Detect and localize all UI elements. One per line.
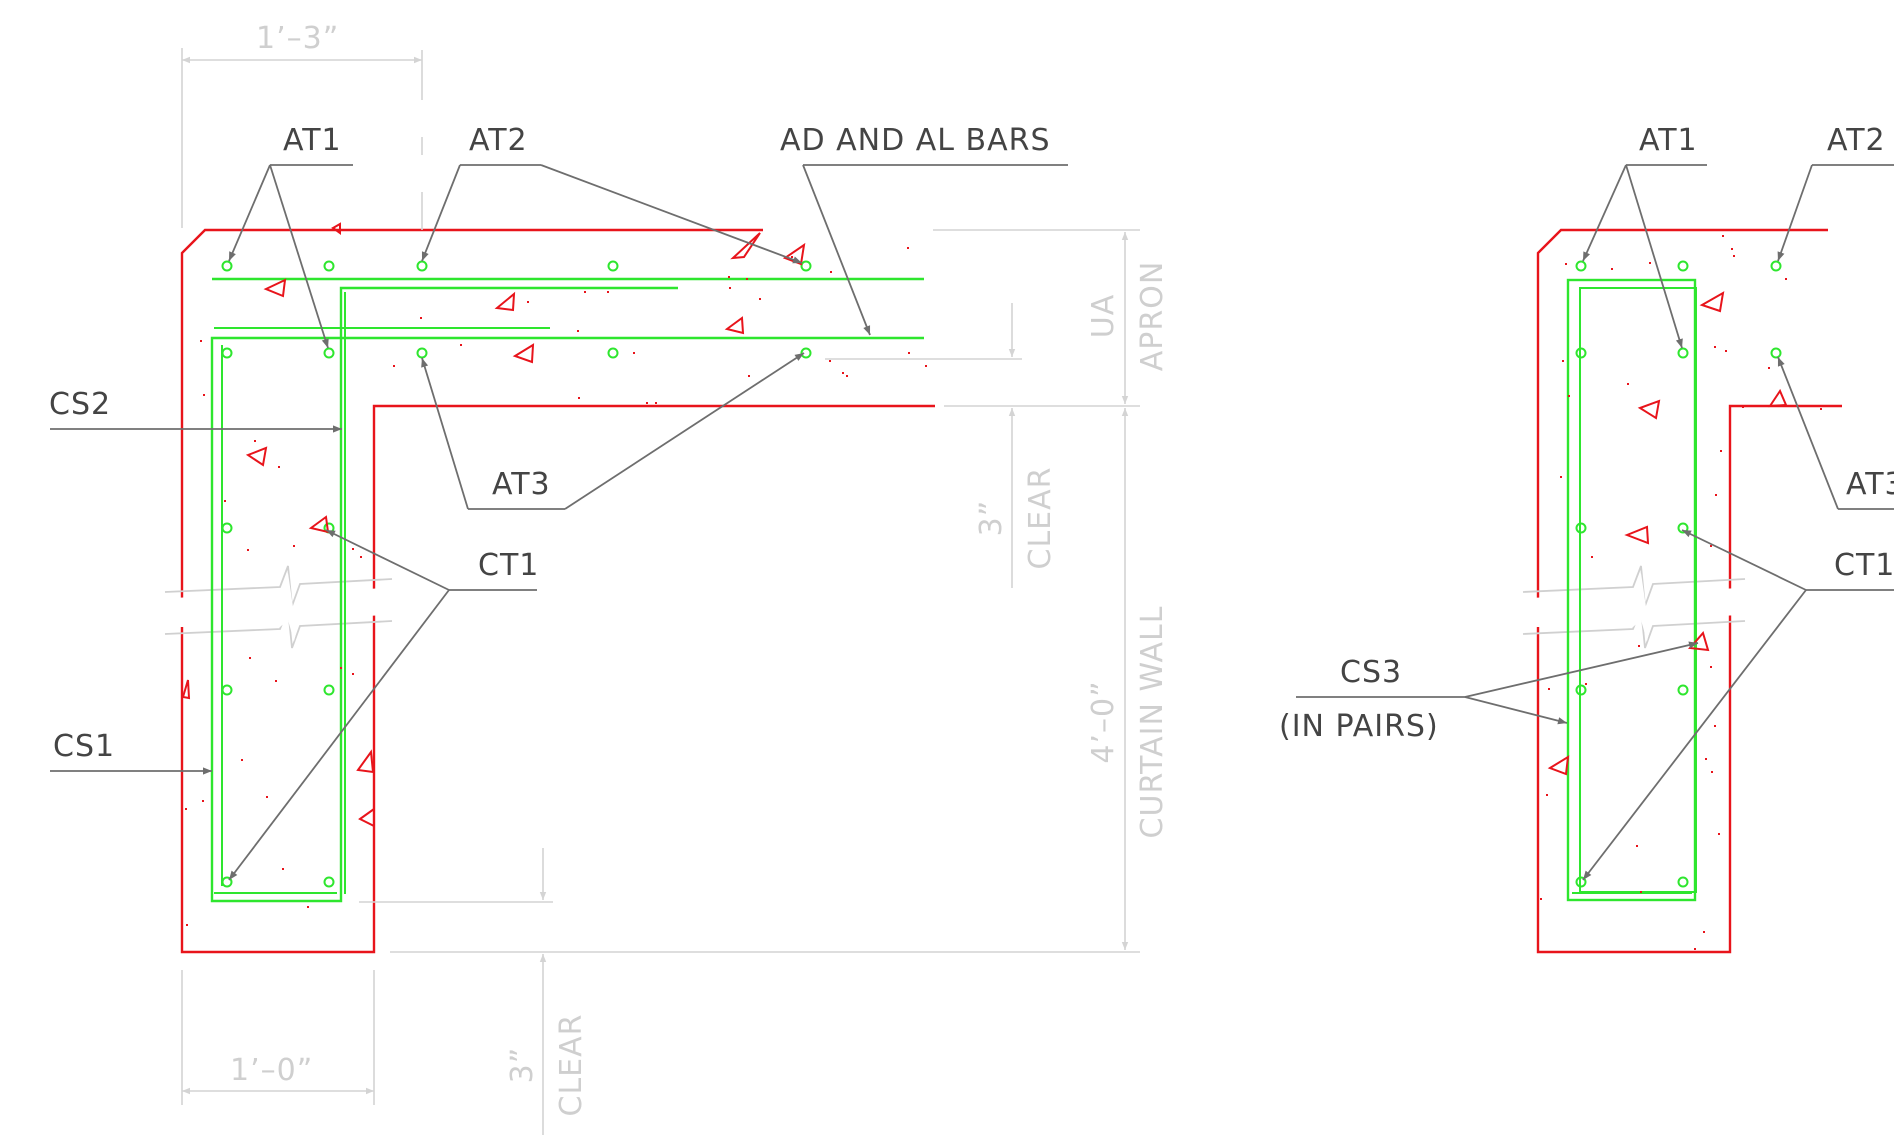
clear-bottom-name: CLEAR (554, 1014, 589, 1117)
left-break-line (164, 565, 393, 649)
apron-name: APRON (1135, 261, 1170, 372)
bottom-width-dimension: 1’–0” (230, 1053, 313, 1088)
right-ct1-label: CT1 (1834, 548, 1894, 583)
left-section: AT1 AT2 AD AND AL BARS CS2 AT3 CT1 CS1 1… (49, 21, 1170, 1135)
wall-height-name: CURTAIN WALL (1135, 606, 1170, 839)
left-cs1-label: CS1 (53, 729, 115, 764)
left-at2-label: AT2 (469, 123, 528, 158)
left-dimension-lines (181, 48, 1140, 1135)
right-at2-label: AT2 (1827, 123, 1886, 158)
right-at1-label: AT1 (1639, 123, 1698, 158)
right-concrete-outline (1536, 228, 1842, 954)
top-width-dimension: 1’–3” (256, 21, 339, 56)
right-section: AT1 AT2 AT3 CT1 CS3 (IN PAIRS) (1279, 123, 1894, 954)
left-cs2-label: CS2 (49, 387, 111, 422)
left-reinforcement (210, 277, 924, 903)
wall-height-value: 4’–0” (1086, 680, 1121, 763)
clear-top-value: 3” (974, 500, 1009, 537)
right-reinforcement (1566, 278, 1697, 902)
clear-bottom-value: 3” (505, 1047, 540, 1084)
left-at3-label: AT3 (492, 467, 551, 502)
right-rebar-dots (1575, 260, 1782, 888)
right-concrete-hatch (1540, 235, 1822, 950)
ad-al-bars-label: AD AND AL BARS (780, 123, 1051, 158)
apron-value: UA (1086, 294, 1121, 338)
left-concrete-outline (180, 228, 935, 954)
right-break-line (1522, 565, 1746, 649)
clear-top-name: CLEAR (1023, 467, 1058, 570)
cs3-label: CS3 (1340, 655, 1402, 690)
left-concrete-hatch (181, 222, 927, 926)
right-leaders (1296, 164, 1894, 881)
left-ct1-label: CT1 (478, 548, 539, 583)
left-at1-label: AT1 (283, 123, 342, 158)
left-leaders (50, 164, 1068, 881)
cs3-in-pairs-label: (IN PAIRS) (1279, 709, 1439, 744)
right-at3-label: AT3 (1846, 467, 1894, 502)
